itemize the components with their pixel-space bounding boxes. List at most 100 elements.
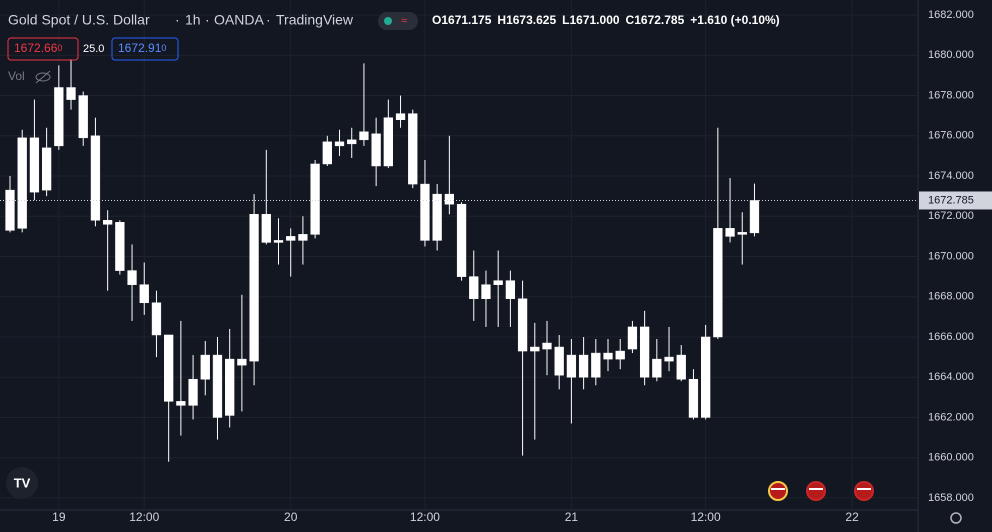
candle-body xyxy=(286,236,296,241)
event-icons xyxy=(768,481,874,501)
y-tick-label: 1660.000 xyxy=(928,452,974,464)
candle-body xyxy=(652,358,662,378)
candle-body xyxy=(41,147,52,191)
ohlc-item: L1671.000 xyxy=(562,13,620,27)
candle-body xyxy=(17,137,27,229)
candle-body xyxy=(139,284,149,304)
candle-body xyxy=(627,326,638,350)
event-flag[interactable] xyxy=(806,481,826,501)
candle-body xyxy=(237,358,247,366)
x-tick-label: 12:00 xyxy=(410,510,440,524)
candle-body xyxy=(310,163,320,235)
sell-price-pip: 0 xyxy=(57,43,62,53)
x-tick-label: 21 xyxy=(565,510,579,524)
event-flag[interactable] xyxy=(768,481,788,501)
candle-body xyxy=(530,346,540,352)
candle-body xyxy=(432,193,442,241)
hide-icon[interactable] xyxy=(35,70,51,84)
y-tick-label: 1680.000 xyxy=(928,49,974,61)
candle-body xyxy=(200,354,210,380)
flag-stripe xyxy=(857,488,871,490)
candle-body xyxy=(225,358,235,416)
candle-body xyxy=(603,352,613,360)
market-open-dot xyxy=(384,17,392,25)
ohlc-key: O xyxy=(432,13,441,27)
buy-price-main: 1672.91 xyxy=(118,41,162,55)
y-tick-label: 1682.000 xyxy=(928,9,974,21)
x-tick-label: 19 xyxy=(52,510,66,524)
y-tick-label: 1664.000 xyxy=(928,371,974,383)
ohlc-item: O1671.175 xyxy=(432,13,492,27)
source: TradingView xyxy=(276,12,354,28)
candle-body xyxy=(749,200,760,234)
spread: 25.0 xyxy=(83,43,104,55)
candle-body xyxy=(347,139,357,145)
candle-body xyxy=(688,378,699,418)
candle-body xyxy=(298,234,308,241)
candle-body xyxy=(66,87,76,100)
settings-icon[interactable] xyxy=(950,512,962,524)
y-tick-label: 1678.000 xyxy=(928,89,974,101)
candle-body xyxy=(261,214,271,243)
sell-price: 1672.660 xyxy=(14,41,62,55)
candle-body xyxy=(481,284,491,300)
candle-body xyxy=(725,228,735,237)
ohlc-value: 1671.175 xyxy=(441,13,491,27)
ohlc-key: C xyxy=(626,13,635,27)
candle-body xyxy=(322,141,332,165)
x-tick-label: 22 xyxy=(845,510,859,524)
y-tick-label: 1672.000 xyxy=(928,210,974,222)
buy-price-pip: 0 xyxy=(161,43,166,53)
ohlc-value: 1673.625 xyxy=(506,13,556,27)
candle-body xyxy=(212,354,223,418)
separator: · xyxy=(205,12,210,28)
candle-body xyxy=(334,141,345,147)
candle-body xyxy=(701,336,711,418)
x-tick-label: 12:00 xyxy=(129,510,159,524)
candle-body xyxy=(127,270,137,285)
candle-body xyxy=(639,326,650,378)
candle-body xyxy=(542,342,552,350)
y-tick-label: 1662.000 xyxy=(928,411,974,423)
candle-body xyxy=(5,189,15,231)
y-tick-label: 1674.000 xyxy=(928,170,974,182)
candle-body xyxy=(664,356,674,362)
candle-body xyxy=(151,302,162,336)
ohlc-value: 1672.785 xyxy=(634,13,684,27)
logo[interactable] xyxy=(6,467,38,499)
candle-body xyxy=(591,352,601,378)
candle-body xyxy=(713,228,723,338)
candle-body xyxy=(383,117,393,167)
candle-body xyxy=(456,203,467,277)
slash xyxy=(35,70,51,84)
buy-price: 1672.910 xyxy=(118,41,166,55)
sell-price-main: 1672.66 xyxy=(14,41,58,55)
ohlc-key: H xyxy=(497,13,506,27)
ohlc-item: H1673.625 xyxy=(497,13,556,27)
candle-body xyxy=(517,298,528,352)
candle-body xyxy=(273,240,284,243)
buy-button[interactable] xyxy=(111,37,179,61)
last-price-box xyxy=(919,191,992,210)
x-tick-label: 20 xyxy=(284,510,298,524)
candle-body xyxy=(188,378,198,406)
event-flag[interactable] xyxy=(854,481,874,501)
candle-body xyxy=(102,220,113,225)
ohlc-key: L xyxy=(562,13,569,27)
sell-button[interactable] xyxy=(7,37,79,61)
candle-body xyxy=(164,334,174,402)
candle-body xyxy=(469,276,479,300)
candle-body xyxy=(90,135,101,221)
status-badge[interactable] xyxy=(378,12,418,30)
interval: 1h xyxy=(185,12,201,28)
ohlc-value: 1671.000 xyxy=(569,13,619,27)
candle-body xyxy=(615,350,625,360)
change: +1.610 (+0.10%) xyxy=(690,13,779,27)
candle-body xyxy=(54,87,64,147)
candle-body xyxy=(578,354,589,378)
y-tick-label: 1658.000 xyxy=(928,492,974,504)
candle-body xyxy=(115,222,125,271)
y-tick-label: 1666.000 xyxy=(928,331,974,343)
